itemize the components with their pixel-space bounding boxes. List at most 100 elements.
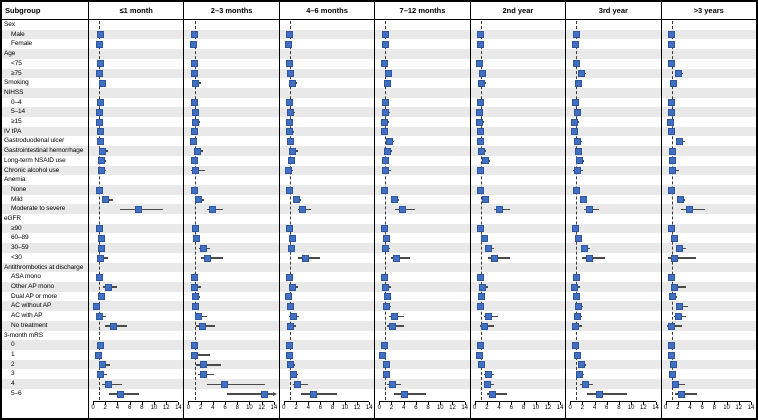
forest-marker [381, 225, 389, 233]
ci-line [200, 257, 224, 259]
forest-marker [667, 322, 675, 330]
x-axis-tick-label: 6 [414, 405, 418, 411]
row-label: Gastrointestinal hemorrhage [2, 146, 88, 156]
forest-marker [381, 99, 389, 107]
forest-marker [193, 147, 201, 155]
forest-marker [203, 254, 211, 262]
forest-marker [577, 361, 585, 369]
row-stripe [661, 204, 756, 215]
reference-line [480, 21, 482, 400]
forest-panel-5: 0 2 4 6 8 10 12 14 [565, 20, 661, 418]
forest-marker [96, 31, 104, 39]
x-axis: 0 2 4 6 8 10 12 14 [566, 399, 660, 418]
forest-marker [289, 79, 297, 87]
forest-marker [476, 167, 484, 175]
x-axis-tick [357, 402, 359, 405]
x-axis-tick-label: 12 [353, 405, 361, 411]
forest-marker [190, 99, 198, 107]
row-stripe [375, 49, 470, 59]
forest-marker [573, 293, 581, 301]
row-stripe [89, 340, 184, 350]
forest-marker [382, 157, 390, 165]
row-stripe [566, 126, 661, 137]
forest-marker [287, 157, 295, 165]
forest-marker [676, 244, 684, 252]
x-axis-tick [570, 402, 572, 405]
forest-marker [496, 206, 504, 213]
x-axis-tick [677, 402, 679, 405]
forest-marker [572, 99, 580, 107]
row-stripe [566, 359, 661, 370]
forest-marker [98, 79, 106, 87]
forest-marker [578, 69, 586, 77]
x-axis-line [379, 401, 465, 402]
forest-marker [579, 196, 587, 204]
ci-line [206, 208, 224, 211]
row-stripe [470, 29, 566, 40]
forest-marker [572, 322, 580, 330]
x-axis-tick [547, 402, 549, 405]
forest-marker [479, 283, 487, 291]
row-stripe [279, 184, 375, 195]
row-label: AC without AP [2, 301, 88, 312]
forest-marker [191, 283, 199, 291]
ci-line [395, 208, 415, 211]
ci-line [480, 325, 495, 327]
x-axis-tick-label: 14 [652, 405, 659, 411]
row-stripe [279, 107, 375, 118]
x-axis: 0 2 4 6 8 10 12 14 [184, 399, 278, 418]
forest-marker [99, 361, 107, 369]
x-axis-tick [296, 402, 298, 405]
forest-marker [582, 380, 590, 388]
forest-marker [286, 99, 294, 107]
forest-marker [576, 371, 584, 379]
row-label-category: Antithrombotics at discharge [2, 262, 88, 273]
forest-marker [191, 108, 199, 116]
forest-marker [573, 312, 581, 320]
forest-marker [480, 322, 488, 330]
forest-marker [198, 322, 206, 330]
row-stripe [661, 126, 756, 137]
row-label: <30 [11, 253, 22, 261]
x-axis-tick-label: 12 [544, 405, 552, 411]
forest-marker [668, 274, 676, 282]
x-axis-tick [428, 402, 430, 405]
forest-marker [98, 235, 106, 243]
forest-marker [200, 371, 208, 379]
x-axis-tick [237, 402, 239, 405]
forest-marker [572, 342, 580, 350]
forest-marker [485, 244, 493, 252]
x-axis-tick-label: 2 [676, 405, 680, 411]
row-stripe [661, 107, 756, 118]
row-label: 4 [2, 379, 88, 389]
forest-marker [400, 390, 408, 398]
forest-marker [99, 147, 107, 155]
forest-marker [97, 293, 105, 301]
forest-marker [381, 167, 389, 175]
row-stripe [184, 29, 279, 40]
plot-area [93, 20, 178, 400]
forest-marker [398, 206, 406, 213]
x-axis-tick-label: 14 [270, 405, 278, 411]
forest-marker [382, 361, 390, 369]
x-axis-tick [117, 402, 119, 405]
forest-marker [572, 274, 580, 282]
plot-area [379, 20, 464, 400]
row-stripe [184, 262, 279, 273]
forest-marker [572, 186, 580, 194]
forest-marker [289, 371, 297, 379]
forest-marker [476, 128, 484, 136]
row-stripe [470, 340, 566, 350]
forest-marker [191, 31, 199, 39]
forest-marker [260, 390, 268, 398]
x-axis-tick [474, 402, 476, 405]
row-stripe [661, 262, 756, 273]
forest-marker [571, 118, 579, 126]
row-stripe [470, 262, 566, 273]
row-stripe [89, 126, 184, 137]
forest-marker [191, 186, 199, 194]
forest-marker [381, 342, 389, 350]
forest-marker [481, 196, 489, 204]
x-axis-tick-label: 2 [103, 405, 107, 411]
x-axis-tick [582, 402, 584, 405]
